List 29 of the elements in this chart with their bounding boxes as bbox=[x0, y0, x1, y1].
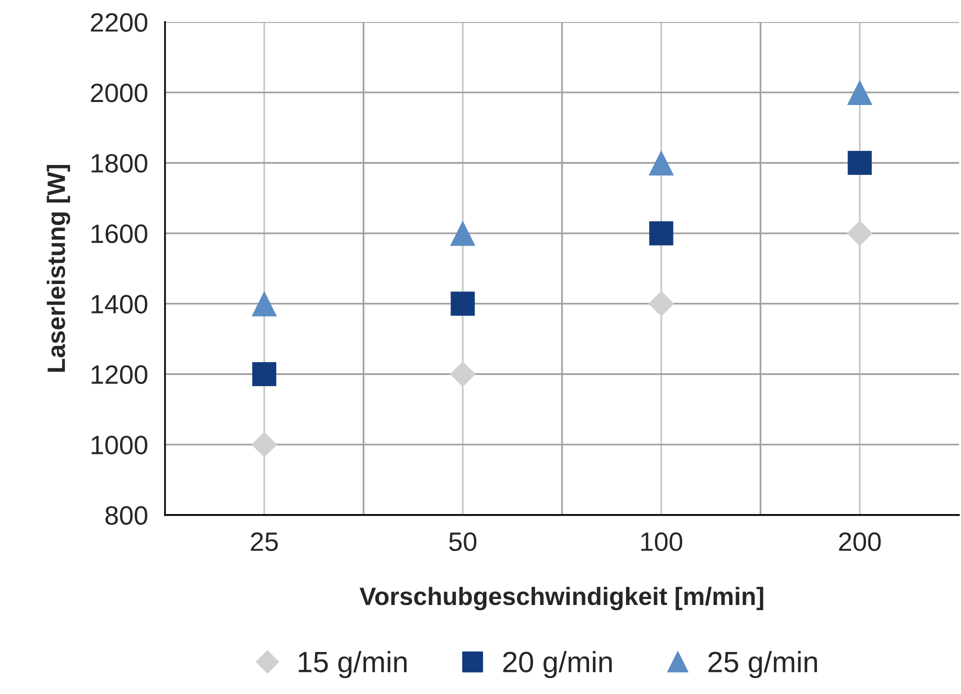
y-axis-title: Laserleistung [W] bbox=[46, 165, 70, 372]
x-axis-title: Vorschubgeschwindigkeit [m/min] bbox=[360, 586, 764, 610]
point bbox=[846, 220, 873, 246]
x-tick-label: 200 bbox=[839, 532, 881, 552]
point bbox=[252, 362, 276, 386]
y-tick-label: 1400 bbox=[92, 294, 148, 314]
x-tick-label: 100 bbox=[641, 532, 682, 552]
legend-label: 25 g/min bbox=[708, 650, 817, 678]
point bbox=[649, 221, 674, 246]
y-tick-label: 1800 bbox=[92, 154, 148, 173]
legend-label: 20 g/min bbox=[503, 650, 612, 678]
y-tick-label: 800 bbox=[105, 506, 148, 525]
point bbox=[450, 220, 476, 246]
point bbox=[648, 290, 674, 317]
point bbox=[450, 361, 476, 387]
point bbox=[848, 150, 872, 175]
y-tick-label: 2000 bbox=[90, 84, 148, 102]
point bbox=[251, 432, 278, 458]
y-tick-label: 1200 bbox=[92, 365, 148, 384]
x-tick-label: 25 bbox=[250, 532, 278, 552]
x-tick-label: 50 bbox=[449, 532, 476, 552]
legend-label: 15 g/min bbox=[298, 650, 407, 678]
y-tick-label: 1000 bbox=[92, 436, 148, 454]
point bbox=[450, 292, 475, 316]
point bbox=[847, 80, 872, 106]
y-tick-label: 1600 bbox=[92, 224, 148, 244]
point bbox=[648, 150, 674, 176]
point bbox=[252, 291, 277, 316]
y-tick-label: 2200 bbox=[90, 13, 148, 32]
